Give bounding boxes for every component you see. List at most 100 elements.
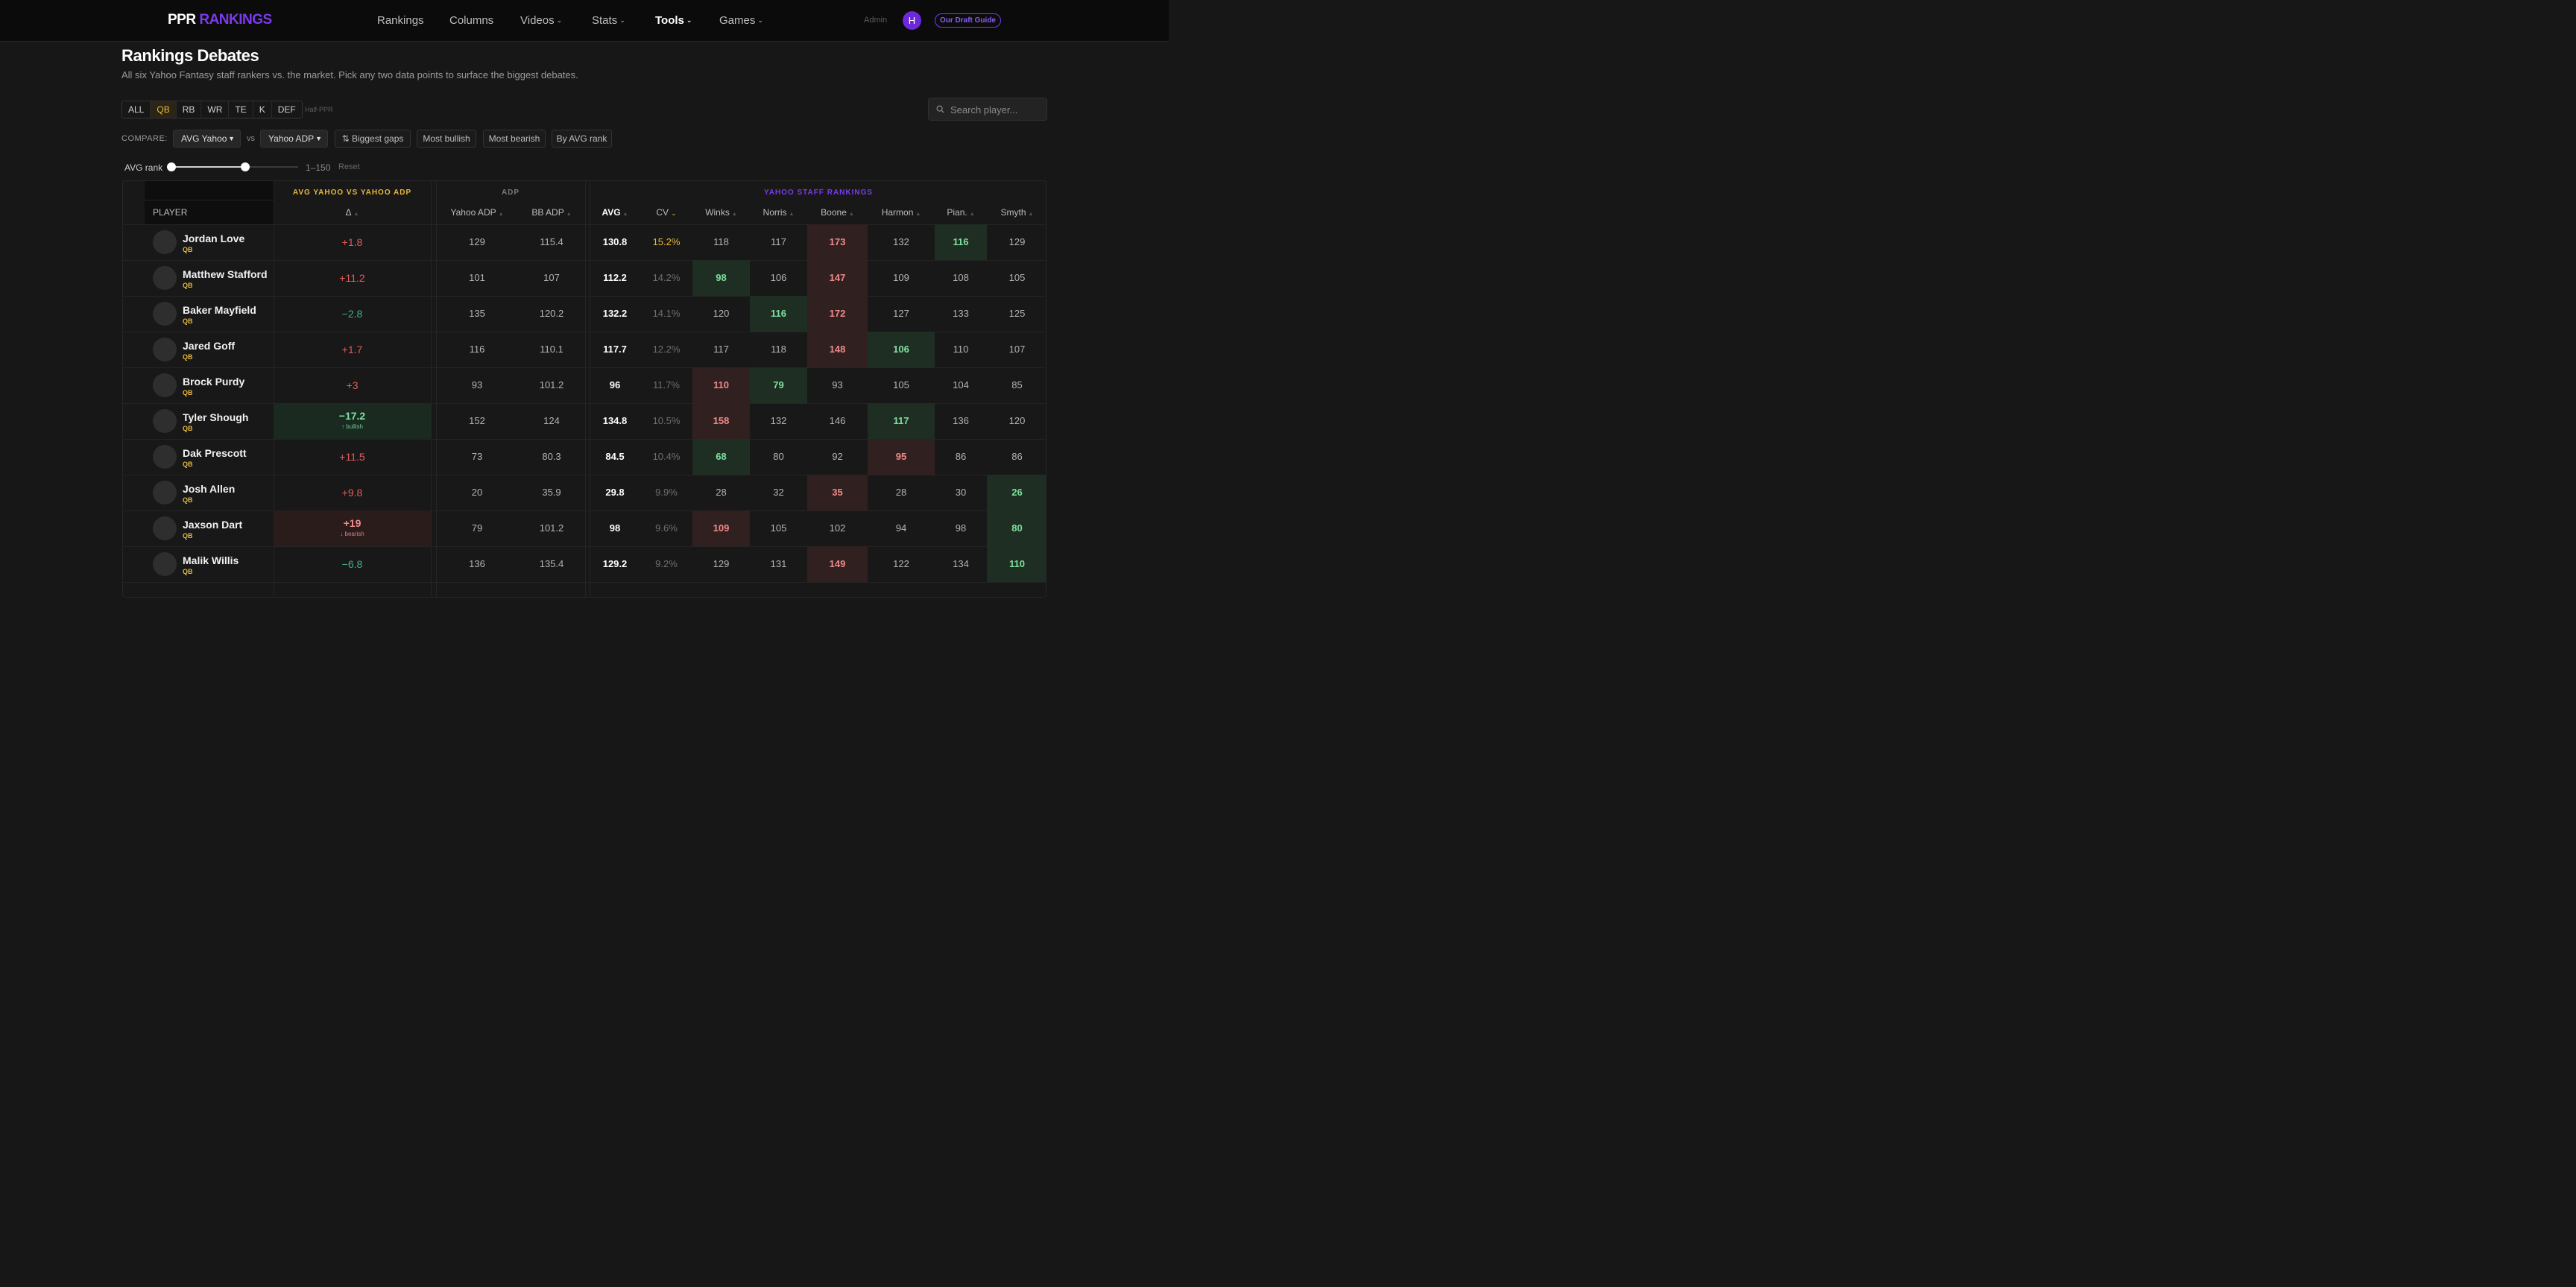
player-position: QB [183,496,193,504]
page-title: Rankings Debates [121,46,259,65]
filter-qb[interactable]: QB [151,101,177,118]
sort-most-bullish[interactable]: Most bullish [417,130,476,148]
player-name[interactable]: Matthew Stafford [183,268,268,280]
draft-guide-button[interactable]: Our Draft Guide [935,13,1001,28]
search-input[interactable]: Search player... [928,98,1047,121]
ranker-cell-bg [750,367,807,403]
chevron-down-icon: ⌄ [556,16,563,24]
ranker-cell-bg [868,403,935,439]
table-row[interactable]: 110 79 93 105 104 85 +3 Brock Purdy QB 93 101.2 96 1… [123,367,1046,403]
row-divider [123,260,1046,261]
avg-rank: 96 [609,379,621,390]
col-delta[interactable]: Δ ▲ [345,207,359,218]
col-cv[interactable]: CV ⌄ [656,207,677,218]
cv-value: 12.2% [652,344,681,355]
table-row[interactable]: 120 116 172 127 133 125 −2.8 Baker Mayfield QB 13… [123,296,1046,332]
rankings-table: AVG YAHOO VS YAHOO ADP ADP YAHOO STAFF R… [122,180,1046,598]
range-knob-high[interactable] [240,162,250,171]
nav-videos[interactable]: Videos ⌄ [520,14,563,27]
table-row[interactable]: 28 32 35 28 30 26 +9.8 Josh Allen QB 20 35.9 29.8 9.… [123,475,1046,510]
ranker-rank: 116 [771,308,786,319]
chevron-down-icon: ⌄ [619,16,625,24]
col-smyth[interactable]: Smyth ▲ [1000,207,1034,218]
site-logo[interactable]: PPR RANKINGS [168,12,272,28]
player-avatar [153,266,177,290]
table-row[interactable]: 98 106 147 109 108 105 +11.2 Matthew Stafford QB… [123,260,1046,296]
col-winks[interactable]: Winks ▲ [705,207,737,218]
row-divider [123,439,1046,440]
filter-te[interactable]: TE [229,101,253,118]
ranker-rank: 106 [770,272,787,283]
ranker-cell-bg [868,332,935,367]
table-row[interactable]: 129 131 149 122 134 110 −6.8 Malik Willis QB 136 1… [123,546,1046,582]
filter-k[interactable]: K [253,101,272,118]
bb-adp: 110.1 [540,344,564,355]
col-pian[interactable]: Pian. ▲ [947,207,975,218]
col-norris[interactable]: Norris ▲ [763,207,795,218]
cv-value: 10.5% [652,415,681,426]
nav-stats[interactable]: Stats ⌄ [592,14,625,27]
col-player[interactable]: PLAYER [153,207,188,218]
avg-rank: 129.2 [602,558,628,569]
nav-columns[interactable]: Columns [449,14,494,27]
cv-value: 14.2% [652,272,681,283]
nav-rankings[interactable]: Rankings [377,14,424,27]
range-knob-low[interactable] [167,162,176,171]
table-row[interactable]: 68 80 92 95 86 86 +11.5 Dak Prescott QB 73 80.3 84.… [123,439,1046,475]
filter-wr[interactable]: WR [201,101,230,118]
sort-biggest-gaps[interactable]: ⇅ Biggest gaps [335,130,411,148]
table-row[interactable]: 109 105 102 94 98 80 +19 ↓ bearish Jaxson Dart QB… [123,510,1046,546]
ranker-cell-bg [987,510,1046,546]
filter-all[interactable]: ALL [122,101,151,118]
col-harmon[interactable]: Harmon ▲ [881,207,921,218]
col-avg[interactable]: AVG ▲ [602,207,628,218]
compare-left-select[interactable]: AVG Yahoo ▼ [173,130,241,148]
ranker-rank: 105 [1008,272,1026,283]
sort-icon: ▲ [789,212,795,217]
delta-cell: +19 ↓ bearish [274,517,431,537]
table-row[interactable]: 117 118 148 106 110 107 +1.7 Jared Goff QB 116 110… [123,332,1046,367]
player-name[interactable]: Baker Mayfield [183,304,256,316]
admin-link[interactable]: Admin [864,16,888,25]
column-divider [585,181,586,597]
player-name[interactable]: Josh Allen [183,483,236,495]
player-name[interactable]: Dak Prescott [183,447,247,459]
ranker-rank: 136 [953,415,969,426]
filter-def[interactable]: DEF [277,104,296,115]
sort-by-avg-rank[interactable]: By AVG rank [552,130,612,148]
player-name[interactable]: Brock Purdy [183,376,245,388]
ranker-cell-bg [807,224,868,260]
delta-value: +3 [346,379,359,391]
ranker-rank: 158 [713,415,730,426]
avg-rank: 132.2 [602,308,628,319]
player-avatar [153,481,177,505]
ranker-rank: 85 [1011,379,1023,390]
compare-right-select[interactable]: Yahoo ADP ▼ [260,130,328,148]
player-name[interactable]: Jared Goff [183,340,236,352]
nav-tools[interactable]: Tools ⌄ [655,14,692,27]
range-reset[interactable]: Reset [338,162,360,171]
ranker-rank: 105 [893,379,909,390]
table-row[interactable]: 158 132 146 117 136 120 −17.2 ↑ bullish Tyler Sh… [123,403,1046,439]
ranker-rank: 134 [953,558,969,569]
col-boone[interactable]: Boone ▲ [821,207,854,218]
filter-rb[interactable]: RB [177,101,202,118]
delta-cell: −6.8 [274,558,431,570]
sort-most-bearish[interactable]: Most bearish [483,130,546,148]
nav-games[interactable]: Games ⌄ [719,14,763,27]
player-avatar [153,409,177,433]
col-bb-adp[interactable]: BB ADP ▲ [531,207,572,218]
player-name[interactable]: Malik Willis [183,554,239,566]
player-name[interactable]: Jaxson Dart [183,519,243,531]
player-name[interactable]: Tyler Shough [183,411,249,423]
sort-desc-icon: ⌄ [671,209,677,217]
ranker-cell-bg [807,475,868,510]
delta-value: −2.8 [341,308,363,320]
user-avatar[interactable]: H [903,11,921,30]
table-row[interactable]: 118 117 173 132 116 129 +1.8 Jordan Love QB 129 11… [123,224,1046,260]
bb-adp: 101.2 [539,522,564,534]
col-yahoo-adp[interactable]: Yahoo ADP ▲ [450,207,504,218]
player-name[interactable]: Jordan Love [183,233,245,244]
ranker-rank: 107 [1008,344,1026,355]
cv-value: 10.4% [652,451,681,462]
